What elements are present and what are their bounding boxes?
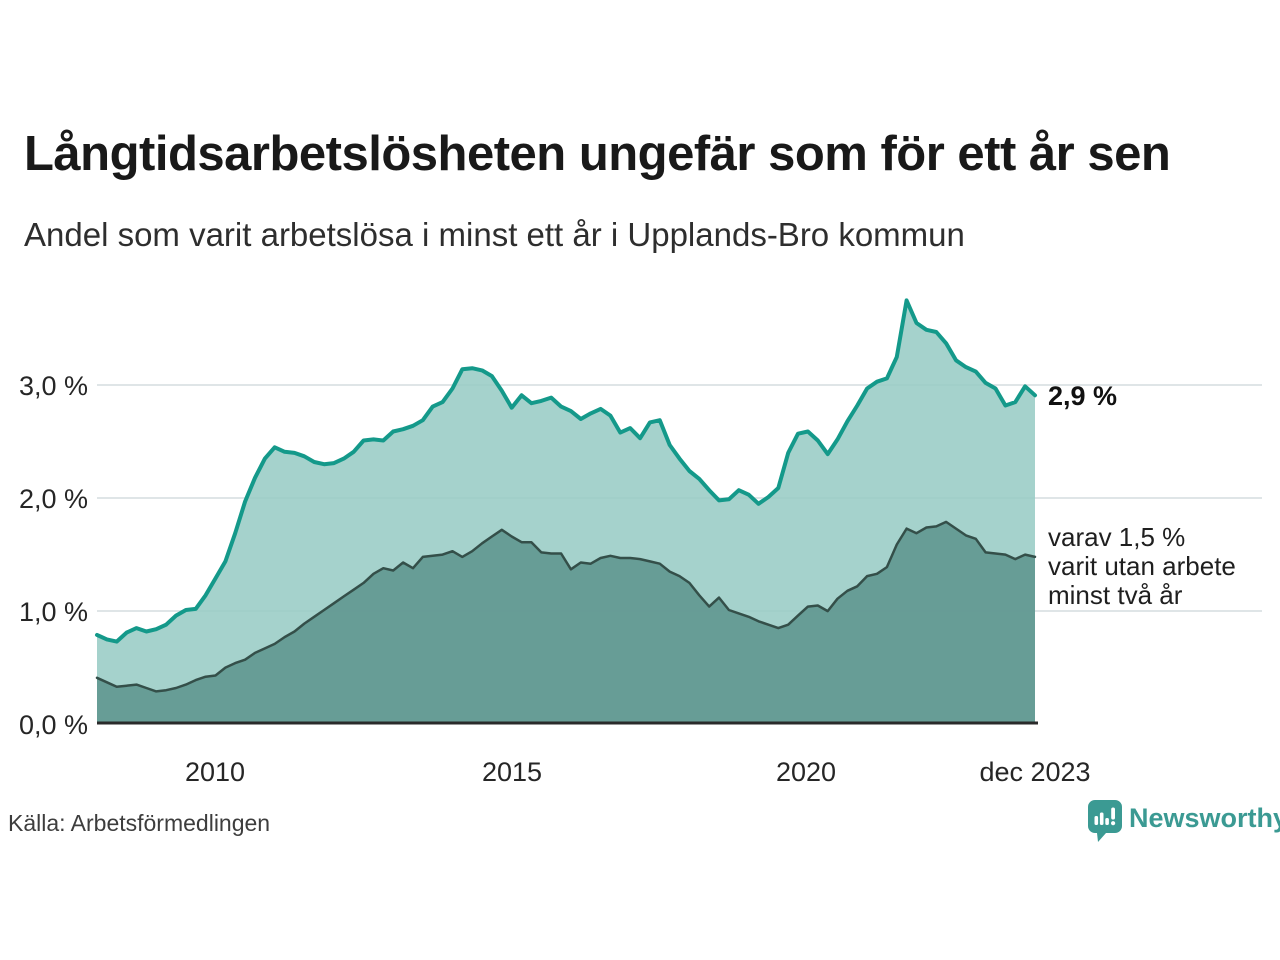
y-tick-0: 0,0 % bbox=[19, 710, 88, 740]
x-tick-2010: 2010 bbox=[185, 757, 245, 787]
annotation-line-1: varav 1,5 % bbox=[1048, 522, 1186, 552]
y-tick-2: 2,0 % bbox=[19, 484, 88, 514]
source-credit: Källa: Arbetsförmedlingen bbox=[8, 810, 271, 836]
latest-two-year-value-label: varav 1,5 % varit utan arbete minst två … bbox=[1048, 523, 1236, 610]
annotation-line-2: varit utan arbete bbox=[1048, 551, 1236, 581]
x-tick-dec-2023: dec 2023 bbox=[979, 757, 1090, 787]
y-tick-3: 3,0 % bbox=[19, 371, 88, 401]
newsworthy-wordmark: Newsworthy bbox=[1129, 803, 1280, 833]
x-tick-2015: 2015 bbox=[482, 757, 542, 787]
x-tick-2020: 2020 bbox=[776, 757, 836, 787]
line-min-two-years bbox=[95, 520, 1037, 693]
y-axis-labels: 3,0 % 2,0 % 1,0 % 0,0 % bbox=[19, 371, 88, 740]
newsworthy-bubble-chart-icon bbox=[1088, 800, 1122, 842]
x-axis-labels: 2010 2015 2020 dec 2023 bbox=[185, 757, 1091, 787]
annotation-line-3: minst två år bbox=[1048, 580, 1183, 610]
newsworthy-logo: Newsworthy bbox=[1088, 800, 1280, 842]
y-tick-1: 1,0 % bbox=[19, 597, 88, 627]
area-min-two-years bbox=[97, 521, 1035, 723]
chart-title: Långtidsarbetslösheten ungefär som för e… bbox=[24, 127, 1171, 181]
chart-subtitle: Andel som varit arbetslösa i minst ett å… bbox=[24, 216, 965, 253]
line-total-min-one-year bbox=[95, 298, 1037, 644]
latest-total-value-label: 2,9 % bbox=[1048, 381, 1118, 411]
